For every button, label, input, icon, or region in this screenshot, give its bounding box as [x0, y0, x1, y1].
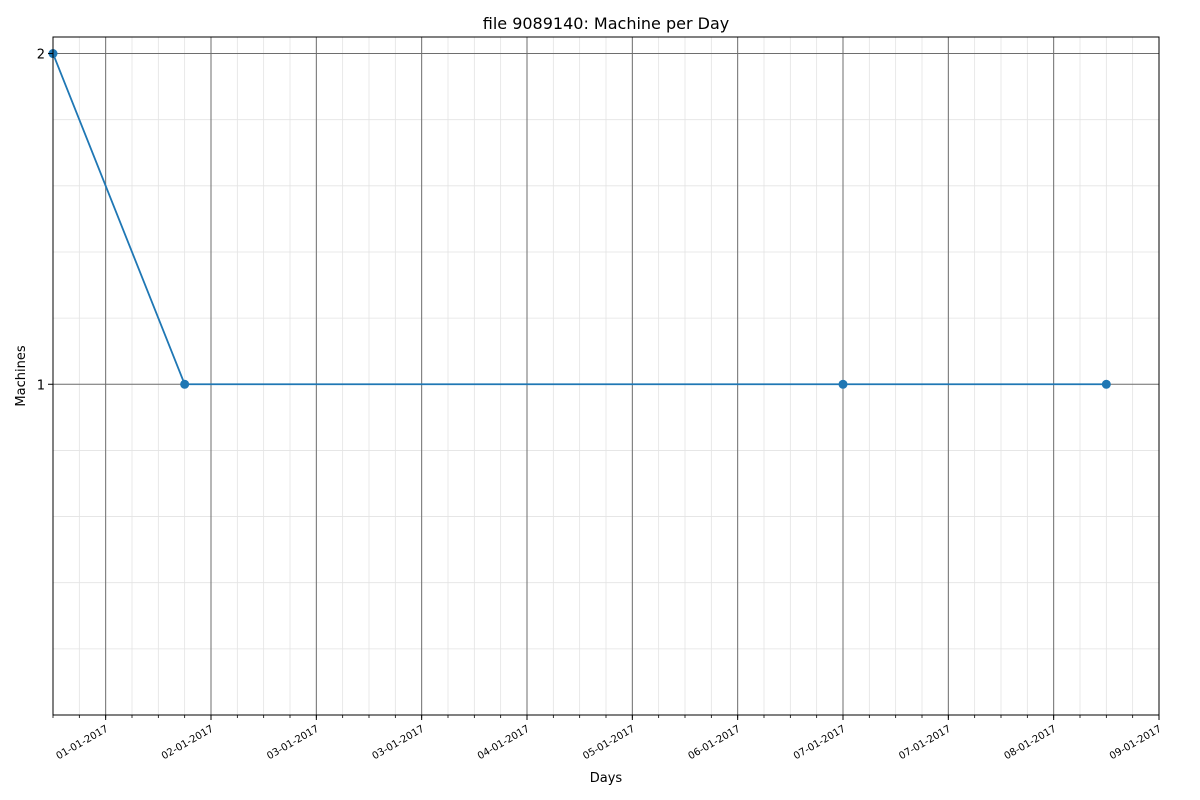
data-point: [180, 379, 190, 389]
y-axis-label: Machines: [14, 345, 29, 406]
data-point: [838, 379, 848, 389]
data-point: [1101, 379, 1111, 389]
y-tick-label: 2: [37, 48, 45, 63]
series-line: [52, 53, 1107, 386]
chart-title: file 9089140: Machine per Day: [483, 14, 730, 33]
x-axis-label: Days: [590, 771, 623, 786]
y-tick-label: 1: [37, 378, 45, 393]
